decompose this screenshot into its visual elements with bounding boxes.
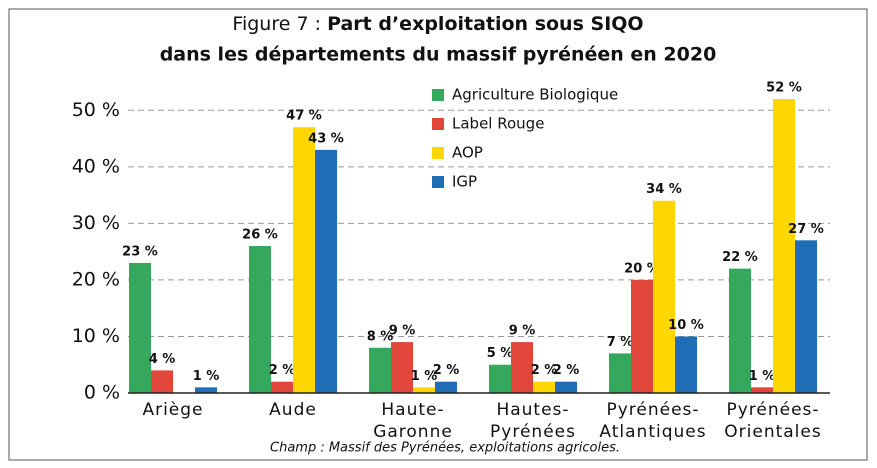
bar — [675, 336, 697, 393]
bar — [315, 149, 337, 393]
value-label: 10 % — [668, 318, 704, 333]
bar — [511, 342, 533, 393]
x-tick-line: Atlantiques — [599, 422, 706, 442]
x-tick-line: Orientales — [724, 422, 821, 442]
legend-label: IGP — [452, 173, 477, 191]
value-label: 8 % — [367, 329, 394, 344]
value-label: 1 % — [749, 369, 776, 384]
y-tick-label: 10 % — [72, 325, 120, 347]
value-label: 20 % — [624, 261, 660, 276]
bar — [795, 240, 817, 393]
bar — [631, 279, 653, 393]
bar — [729, 268, 751, 393]
bar — [533, 381, 555, 393]
value-label: 2 % — [433, 363, 460, 378]
value-label: 27 % — [788, 222, 824, 237]
legend-swatch — [432, 176, 444, 188]
value-label: 5 % — [487, 346, 514, 361]
x-tick-label: Pyrénées-Orientales — [724, 400, 821, 442]
note: Champ : Massif des Pyrénées, exploitatio… — [270, 441, 620, 456]
value-label: 2 % — [531, 363, 558, 378]
bar — [435, 381, 457, 393]
value-label: 47 % — [286, 109, 322, 124]
bar — [609, 353, 631, 393]
legend-swatch — [432, 89, 444, 101]
chart-title: Figure 7 : Part d’exploitation sous SIQO — [232, 13, 643, 35]
x-tick-label: Ariège — [142, 400, 203, 420]
y-tick-label: 30 % — [72, 212, 120, 234]
x-tick-label: Hautes-Pyrénées — [490, 400, 576, 442]
y-tick-label: 20 % — [72, 268, 120, 290]
bar — [555, 381, 577, 393]
legend-label: AOP — [452, 144, 483, 162]
bar — [271, 381, 293, 393]
title-prefix: Figure 7 : — [232, 13, 321, 35]
x-tick-line: Pyrénées — [490, 422, 576, 442]
value-label: 43 % — [308, 131, 344, 146]
value-label: 23 % — [122, 244, 158, 259]
value-label: 9 % — [509, 324, 536, 339]
legend-label: Label Rouge — [452, 115, 544, 133]
title-bold: Part d’exploitation sous SIQO — [327, 13, 644, 35]
x-tick-line: Pyrénées- — [606, 400, 699, 420]
x-tick-line: Garonne — [373, 422, 453, 442]
chart-title-line2: dans les départements du massif pyrénéen… — [160, 44, 717, 66]
legend-swatch — [432, 147, 444, 159]
bar — [151, 370, 173, 393]
value-label: 4 % — [149, 352, 176, 367]
legend-swatch — [432, 118, 444, 130]
x-tick-label: Pyrénées-Atlantiques — [599, 400, 706, 442]
y-tick-label: 0 % — [84, 382, 120, 404]
value-label: 2 % — [269, 363, 296, 378]
y-tick-label: 40 % — [72, 155, 120, 177]
x-tick-line: Hautes- — [496, 400, 569, 420]
bar — [369, 347, 391, 393]
bar — [773, 98, 795, 394]
value-label: 9 % — [389, 324, 416, 339]
value-label: 2 % — [553, 363, 580, 378]
x-tick-label: Aude — [269, 400, 317, 420]
x-tick-line: Ariège — [142, 400, 203, 420]
value-label: 22 % — [722, 250, 758, 265]
bar — [653, 200, 675, 393]
bar — [391, 342, 413, 393]
y-tick-label: 50 % — [72, 99, 120, 121]
x-tick-line: Aude — [269, 400, 317, 420]
x-tick-line: Haute- — [381, 400, 444, 420]
bar — [413, 387, 435, 393]
bar — [195, 387, 217, 393]
x-tick-label: Haute-Garonne — [373, 400, 453, 442]
legend-label: Agriculture Biologique — [452, 86, 618, 104]
bar — [129, 262, 151, 393]
value-label: 7 % — [607, 335, 634, 350]
value-label: 34 % — [646, 182, 682, 197]
bar — [751, 387, 773, 393]
value-label: 26 % — [242, 227, 278, 242]
bar — [249, 245, 271, 393]
value-label: 52 % — [766, 80, 802, 95]
value-label: 1 % — [411, 369, 438, 384]
bar — [293, 127, 315, 394]
x-tick-line: Pyrénées- — [726, 400, 819, 420]
value-label: 1 % — [193, 369, 220, 384]
bar — [489, 364, 511, 393]
